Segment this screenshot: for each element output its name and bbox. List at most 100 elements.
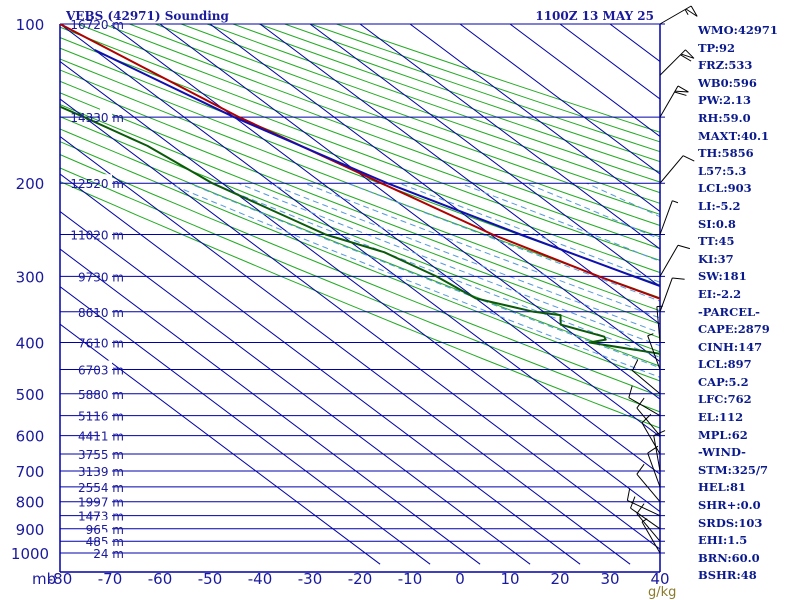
dry-adiabat — [60, 128, 660, 367]
temperature-tick-label: -20 — [348, 570, 373, 588]
parcel-line — [94, 49, 660, 288]
temperature-tick-label: -40 — [248, 570, 273, 588]
isotherm — [60, 210, 531, 565]
height-label: 1473 m — [78, 510, 124, 524]
sounding-index: WB0:596 — [698, 75, 757, 90]
sounding-index: MPL:62 — [698, 427, 748, 442]
isotherm — [509, 24, 660, 138]
height-label: 485 m — [86, 535, 124, 549]
isotherm — [409, 24, 660, 213]
wind-barb — [659, 244, 691, 277]
wind-barb — [653, 430, 666, 472]
moist-adiabats — [168, 182, 660, 378]
moist-adiabat — [237, 182, 660, 347]
pressure-tick-label: 500 — [16, 386, 45, 404]
height-label: 1997 m — [78, 496, 124, 510]
sounding-index: BSHR:48 — [698, 568, 757, 583]
wind-barb — [630, 496, 661, 530]
wind-barb — [659, 5, 698, 25]
pressure-tick-label: 200 — [16, 175, 45, 193]
isotherm — [109, 24, 660, 438]
wind-barb — [631, 359, 661, 395]
dry-adiabat — [60, 116, 660, 353]
pressure-tick-label: 600 — [16, 428, 45, 446]
sounding-index: -PARCEL- — [698, 304, 760, 319]
sounding-indices-panel: WMO:42971 TP:92 FRZ:533 WB0:596 PW:2.13 RH:59… — [698, 22, 800, 585]
moist-adiabat — [268, 182, 660, 334]
chart-title: VEBS (42971) Sounding — [65, 9, 230, 23]
temperature-tick-label: 0 — [455, 570, 465, 588]
dry-adiabat — [60, 69, 660, 299]
height-labels: 16720 m 14330 m 12520 m 11020 m 9730 m 8610 m… — [70, 15, 124, 561]
sounding-index: KI:37 — [698, 251, 734, 266]
dry-adiabat — [60, 141, 660, 382]
temperature-tick-labels: -80 -70 -60 -50 -40 -30 -20 -10 0 10 20 30 40 — [48, 570, 670, 588]
wind-barb — [626, 488, 661, 517]
dry-adiabat — [60, 92, 660, 325]
height-label: 4411 m — [78, 430, 124, 444]
isotherm — [259, 24, 660, 325]
mixing-ratio-unit-label: g/kg — [648, 585, 676, 600]
isotherm — [60, 98, 660, 550]
sounding-index: CAPE:2879 — [698, 322, 770, 337]
height-label: 2554 m — [78, 481, 124, 495]
pressure-tick-label: 900 — [16, 521, 45, 539]
sounding-index: FRZ:533 — [698, 58, 753, 73]
height-label: 8610 m — [78, 306, 124, 320]
sounding-index: EHI:1.5 — [698, 533, 748, 548]
height-label: 5116 m — [78, 410, 124, 424]
sounding-index: LCL:903 — [698, 181, 752, 196]
wind-barb — [659, 200, 679, 235]
sounding-index: SI:0.8 — [698, 216, 736, 231]
sounding-index: TP:92 — [698, 40, 736, 55]
isotherm — [309, 24, 660, 288]
height-label: 12520 m — [70, 177, 124, 191]
sounding-index: HEL:81 — [698, 480, 746, 495]
wind-barb — [636, 397, 661, 436]
pressure-tick-label: 1000 — [11, 545, 49, 563]
pressure-tick-label: 700 — [16, 463, 45, 481]
dry-adiabat — [60, 167, 660, 413]
sounding-index: TH:5856 — [698, 146, 754, 161]
moist-adiabat — [211, 182, 660, 358]
wind-barb — [641, 413, 661, 455]
isotherm — [159, 24, 660, 400]
sounding-index: EI:-2.2 — [698, 286, 742, 301]
sounding-index: CAP:5.2 — [698, 374, 749, 389]
time-label: 1100Z 13 MAY 25 — [535, 9, 654, 23]
wind-barb — [659, 49, 695, 76]
dry-adiabat — [60, 37, 660, 261]
height-label: 16720 m — [70, 18, 124, 32]
temperature-tick-label: 40 — [650, 570, 669, 588]
sounding-index: TT:45 — [698, 234, 735, 249]
sounding-index: LI:-5.2 — [698, 198, 741, 213]
height-label: 11020 m — [70, 229, 124, 243]
height-label: 24 m — [93, 547, 124, 561]
wind-barb — [659, 85, 689, 118]
temperature-tick-label: 10 — [500, 570, 519, 588]
height-label: 14330 m — [70, 111, 124, 125]
temperature-tick-label: -30 — [298, 570, 323, 588]
isotherm — [60, 248, 481, 565]
isotherm — [60, 285, 431, 565]
wind-barb — [659, 155, 695, 184]
isotherm — [60, 173, 581, 565]
isotherm — [459, 24, 660, 175]
dewpoint-line — [60, 105, 660, 358]
dry-adiabat — [60, 26, 660, 250]
sounding-index: BRN:60.0 — [698, 550, 760, 565]
sounding-index: SW:181 — [698, 269, 747, 284]
wind-barb — [647, 333, 661, 370]
sounding-index: PW:2.13 — [698, 93, 752, 108]
sounding-index: SHR+:0.0 — [698, 498, 761, 513]
sounding-index: MAXT:40.1 — [698, 128, 769, 143]
dry-adiabat — [60, 104, 660, 339]
height-label: 9730 m — [78, 270, 124, 284]
pressure-tick-label: 100 — [16, 16, 45, 34]
sounding-index: EL:112 — [698, 410, 744, 425]
sounding-index: STM:325/7 — [698, 462, 769, 477]
height-label: 3139 m — [78, 465, 124, 479]
isobars — [60, 23, 665, 554]
wind-barb — [636, 503, 661, 542]
